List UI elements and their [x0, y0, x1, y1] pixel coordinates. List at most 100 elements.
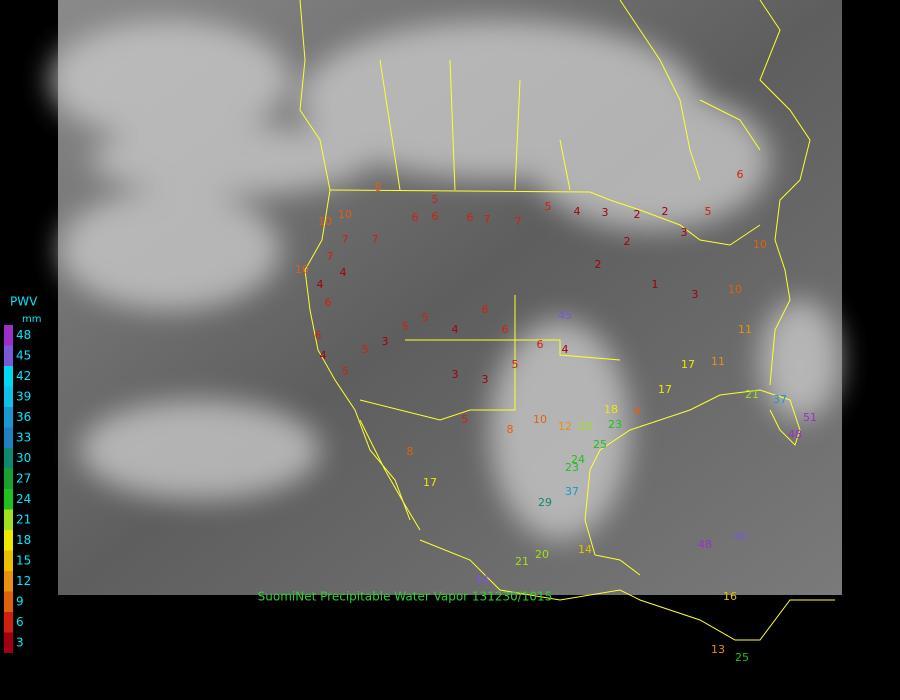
station-value: 5 — [422, 311, 429, 324]
station-value: 45 — [558, 309, 572, 322]
legend-label: 39 — [16, 389, 31, 403]
station-value: 23 — [608, 418, 622, 431]
satellite-image — [50, 0, 842, 595]
station-value: 6 — [482, 303, 489, 316]
legend-label: 27 — [16, 471, 31, 485]
legend-label: 12 — [16, 574, 31, 588]
legend-title: PWV — [10, 295, 38, 309]
station-value: 6 — [737, 168, 744, 181]
station-value: 17 — [658, 383, 672, 396]
station-value: 20 — [535, 548, 549, 561]
legend-label: 45 — [16, 348, 31, 362]
station-value: 2 — [634, 208, 641, 221]
station-value: 7 — [327, 250, 334, 263]
station-value: 6 — [537, 338, 544, 351]
station-value: 7 — [372, 233, 379, 246]
station-value: 3 — [681, 226, 688, 239]
station-value: 3 — [482, 373, 489, 386]
legend: PWV mm 48 45 42 39 36 33 30 27 24 21 18 15 12 9 6 3 — [4, 295, 41, 653]
station-value: 23 — [565, 461, 579, 474]
station-value: 16 — [723, 590, 737, 603]
station-value: 6 — [315, 329, 322, 342]
station-value: 7 — [342, 233, 349, 246]
caption: SuomiNet Precipitable Water Vapor 131230… — [258, 590, 553, 604]
station-value: 6 — [412, 211, 419, 224]
station-value: 37 — [565, 485, 579, 498]
station-value: 4 — [562, 343, 569, 356]
station-value: 24 — [571, 453, 585, 466]
station-value: 29 — [538, 496, 552, 509]
legend-swatch — [4, 407, 13, 428]
station-value: 51 — [803, 411, 817, 424]
station-value: 5 — [432, 193, 439, 206]
station-value: 5 — [705, 205, 712, 218]
station-value: 6 — [432, 210, 439, 223]
station-value: 10 — [338, 208, 352, 221]
station-value: 17 — [681, 358, 695, 371]
station-value: 11 — [738, 323, 752, 336]
legend-swatch — [4, 591, 13, 612]
station-value: 2 — [595, 258, 602, 271]
coastlines — [299, 0, 835, 641]
station-value: 1 — [652, 278, 659, 291]
station-value: 44 — [475, 573, 489, 586]
legend-swatch — [4, 489, 13, 510]
legend-label: 36 — [16, 410, 31, 424]
station-value: 13 — [711, 643, 725, 656]
station-value: 4 — [452, 323, 459, 336]
station-value: 4 — [317, 278, 324, 291]
station-value: 3 — [452, 368, 459, 381]
station-value: 12 — [558, 420, 572, 433]
station-value: 4 — [320, 349, 327, 362]
legend-swatch — [4, 509, 13, 530]
legend-swatch — [4, 386, 13, 407]
legend-swatch — [4, 632, 13, 653]
station-value: 9 — [634, 405, 641, 418]
station-value: 7 — [515, 215, 522, 228]
legend-label: 24 — [16, 492, 31, 506]
station-value: 10 — [318, 215, 332, 228]
station-value: 10 — [295, 263, 309, 276]
station-value: 3 — [692, 288, 699, 301]
station-value: 18 — [604, 403, 618, 416]
legend-label: 6 — [16, 615, 24, 629]
station-value: 48 — [698, 538, 712, 551]
station-value: 4 — [574, 205, 581, 218]
station-value: 7 — [484, 213, 491, 226]
station-value: 45 — [734, 530, 748, 543]
station-value: 8 — [407, 445, 414, 458]
station-value: 8 — [507, 423, 514, 436]
station-value: 5 — [462, 413, 469, 426]
station-value: 10 — [753, 238, 767, 251]
legend-swatch — [4, 550, 13, 571]
legend-unit: mm — [22, 314, 41, 325]
legend-swatch — [4, 530, 13, 551]
legend-label: 15 — [16, 553, 31, 567]
station-value: 3 — [382, 335, 389, 348]
station-value: 8 — [375, 181, 382, 194]
station-value: 37 — [773, 393, 787, 406]
legend-label: 33 — [16, 430, 31, 444]
legend-swatch — [4, 366, 13, 387]
station-value: 21 — [515, 555, 529, 568]
station-value: 20 — [578, 420, 592, 433]
station-value: 6 — [325, 296, 332, 309]
station-value: 2 — [624, 235, 631, 248]
legend-swatch — [4, 571, 13, 592]
station-value: 14 — [578, 543, 592, 556]
legend-swatch — [4, 427, 13, 448]
legend-label: 3 — [16, 635, 24, 649]
station-value: 2 — [662, 205, 669, 218]
station-value: 5 — [402, 320, 409, 333]
legend-label: 30 — [16, 451, 31, 465]
station-value: 10 — [728, 283, 742, 296]
station-value: 10 — [533, 413, 547, 426]
station-value: 5 — [362, 343, 369, 356]
station-value: 5 — [545, 200, 552, 213]
legend-label: 9 — [16, 594, 24, 608]
legend-swatch — [4, 325, 13, 346]
legend-swatch — [4, 448, 13, 469]
station-value: 21 — [745, 388, 759, 401]
